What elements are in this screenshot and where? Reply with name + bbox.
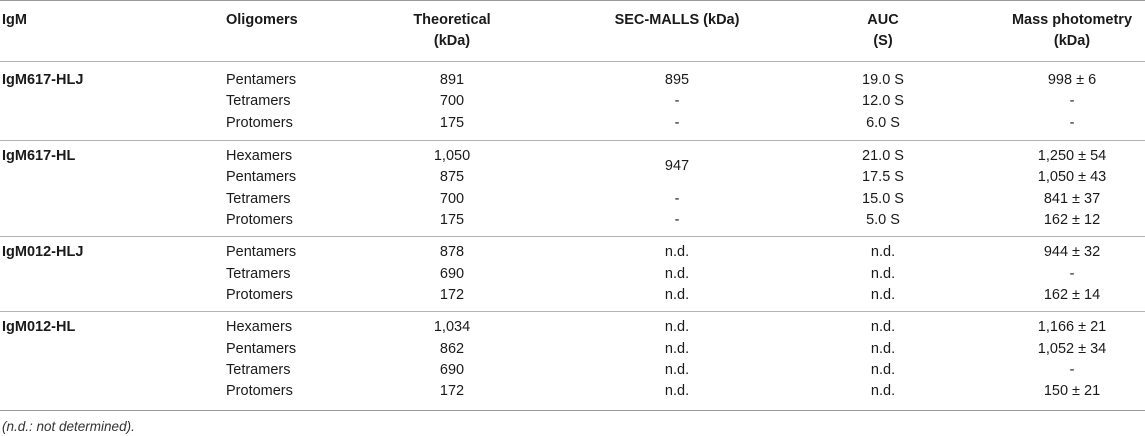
sec-cell: n.d. xyxy=(664,319,690,335)
auc-cell: n.d. xyxy=(870,383,896,399)
group-rule xyxy=(0,236,1145,237)
auc-cell: 6.0 S xyxy=(866,115,900,131)
footnote: (n.d.: not determined). xyxy=(2,419,135,434)
mp-cell: 1,250 ± 54 xyxy=(1037,148,1107,164)
sec-cell: n.d. xyxy=(664,287,690,303)
auc-cell: 12.0 S xyxy=(862,93,904,109)
header-auc: AUC xyxy=(867,12,899,28)
sec-cell-merged: 947 xyxy=(664,158,690,174)
mp-cell: 162 ± 12 xyxy=(1043,212,1101,228)
header-rule xyxy=(0,61,1145,62)
theoretical-cell: 875 xyxy=(439,169,465,185)
header-igm: IgM xyxy=(2,12,27,28)
mp-cell: 998 ± 6 xyxy=(1047,72,1097,88)
mp-cell: 150 ± 21 xyxy=(1043,383,1101,399)
group-name: IgM617-HLJ xyxy=(2,72,84,88)
mp-cell: 1,050 ± 43 xyxy=(1037,169,1107,185)
oligomer-cell: Protomers xyxy=(226,287,293,303)
theoretical-cell: 891 xyxy=(439,72,465,88)
auc-cell: n.d. xyxy=(870,244,896,260)
sec-cell: - xyxy=(674,115,680,131)
oligomer-cell: Pentamers xyxy=(226,244,297,260)
theoretical-cell: 862 xyxy=(439,341,465,357)
oligomer-cell: Protomers xyxy=(226,115,293,131)
sec-cell: 895 xyxy=(664,72,690,88)
theoretical-cell: 175 xyxy=(439,212,465,228)
auc-cell: n.d. xyxy=(870,287,896,303)
oligomer-cell: Pentamers xyxy=(226,341,297,357)
header-sec-malls: SEC-MALLS (kDa) xyxy=(614,12,740,28)
oligomer-cell: Pentamers xyxy=(226,169,297,185)
sec-cell: - xyxy=(674,212,680,228)
auc-cell: 17.5 S xyxy=(862,169,904,185)
mp-cell: 162 ± 14 xyxy=(1043,287,1101,303)
mp-cell: 841 ± 37 xyxy=(1043,191,1101,207)
mp-cell: 1,166 ± 21 xyxy=(1037,319,1107,335)
sec-cell: n.d. xyxy=(664,383,690,399)
sec-cell: - xyxy=(674,93,680,109)
header-mass-photometry-unit: (kDa) xyxy=(1053,33,1091,49)
oligomer-cell: Protomers xyxy=(226,212,293,228)
theoretical-cell: 1,034 xyxy=(433,319,471,335)
group-rule xyxy=(0,140,1145,141)
auc-cell: n.d. xyxy=(870,266,896,282)
theoretical-cell: 690 xyxy=(439,362,465,378)
oligomer-cell: Hexamers xyxy=(226,148,293,164)
mp-cell: - xyxy=(1069,362,1075,378)
header-theoretical: Theoretical xyxy=(413,12,491,28)
theoretical-cell: 175 xyxy=(439,115,465,131)
group-name: IgM012-HLJ xyxy=(2,244,84,260)
table-bottom-rule xyxy=(0,410,1145,411)
mp-cell: - xyxy=(1069,115,1075,131)
sec-cell: n.d. xyxy=(664,341,690,357)
sec-cell: n.d. xyxy=(664,244,690,260)
table-top-rule xyxy=(0,0,1145,1)
oligomer-cell: Tetramers xyxy=(226,362,291,378)
oligomer-cell: Tetramers xyxy=(226,266,291,282)
auc-cell: 5.0 S xyxy=(866,212,900,228)
theoretical-cell: 700 xyxy=(439,191,465,207)
sec-cell: n.d. xyxy=(664,266,690,282)
oligomer-cell: Pentamers xyxy=(226,72,297,88)
oligomer-cell: Tetramers xyxy=(226,191,291,207)
oligomer-cell: Protomers xyxy=(226,383,293,399)
auc-cell: n.d. xyxy=(870,319,896,335)
mp-cell: 944 ± 32 xyxy=(1043,244,1101,260)
sec-cell: - xyxy=(674,191,680,207)
theoretical-cell: 878 xyxy=(439,244,465,260)
header-auc-unit: (S) xyxy=(873,33,893,49)
auc-cell: 21.0 S xyxy=(862,148,904,164)
theoretical-cell: 172 xyxy=(439,383,465,399)
group-name: IgM012-HL xyxy=(2,319,76,335)
auc-cell: 15.0 S xyxy=(862,191,904,207)
auc-cell: n.d. xyxy=(870,341,896,357)
mp-cell: - xyxy=(1069,93,1075,109)
mp-cell: - xyxy=(1069,266,1075,282)
header-mass-photometry: Mass photometry xyxy=(1011,12,1133,28)
auc-cell: n.d. xyxy=(870,362,896,378)
oligomer-cell: Hexamers xyxy=(226,319,293,335)
auc-cell: 19.0 S xyxy=(862,72,904,88)
group-rule xyxy=(0,311,1145,312)
sec-cell: n.d. xyxy=(664,362,690,378)
oligomer-cell: Tetramers xyxy=(226,93,291,109)
theoretical-cell: 172 xyxy=(439,287,465,303)
header-theoretical-unit: (kDa) xyxy=(433,33,471,49)
header-oligomers: Oligomers xyxy=(226,12,298,28)
mp-cell: 1,052 ± 34 xyxy=(1037,341,1107,357)
theoretical-cell: 700 xyxy=(439,93,465,109)
theoretical-cell: 1,050 xyxy=(433,148,471,164)
group-name: IgM617-HL xyxy=(2,148,76,164)
theoretical-cell: 690 xyxy=(439,266,465,282)
